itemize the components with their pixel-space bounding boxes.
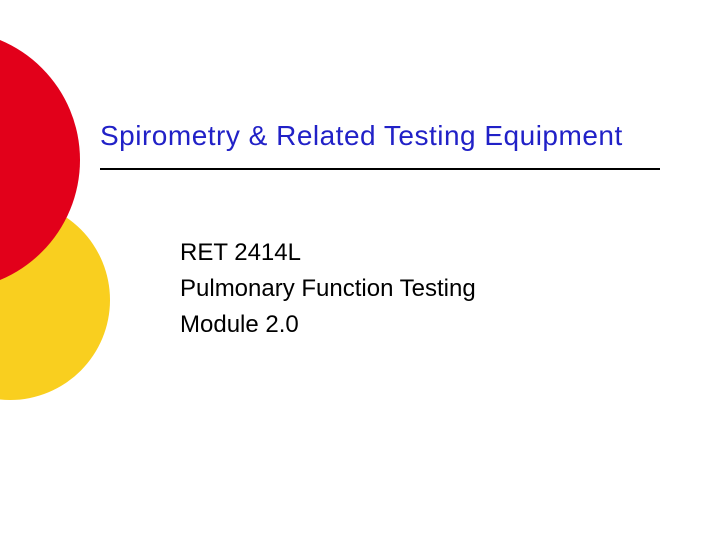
slide-title: Spirometry & Related Testing Equipment bbox=[100, 120, 623, 152]
body-line-1: RET 2414L bbox=[180, 235, 476, 271]
body-line-2: Pulmonary Function Testing bbox=[180, 271, 476, 307]
title-underline bbox=[100, 168, 660, 170]
body-line-3: Module 2.0 bbox=[180, 307, 476, 343]
slide: Spirometry & Related Testing Equipment R… bbox=[0, 0, 720, 540]
slide-body: RET 2414L Pulmonary Function Testing Mod… bbox=[180, 235, 476, 343]
